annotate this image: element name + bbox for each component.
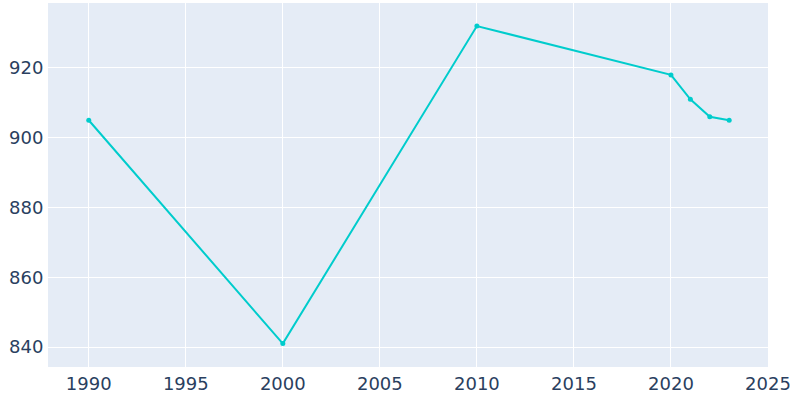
svg-text:2010: 2010 xyxy=(454,373,500,394)
svg-text:1990: 1990 xyxy=(66,373,112,394)
svg-text:2015: 2015 xyxy=(551,373,597,394)
svg-text:2025: 2025 xyxy=(745,373,791,394)
svg-text:900: 900 xyxy=(9,127,43,148)
svg-text:860: 860 xyxy=(9,267,43,288)
svg-text:2005: 2005 xyxy=(357,373,403,394)
svg-text:2000: 2000 xyxy=(260,373,306,394)
svg-text:2020: 2020 xyxy=(648,373,694,394)
svg-text:920: 920 xyxy=(9,57,43,78)
svg-text:840: 840 xyxy=(9,336,43,357)
svg-text:880: 880 xyxy=(9,197,43,218)
svg-text:1995: 1995 xyxy=(163,373,209,394)
